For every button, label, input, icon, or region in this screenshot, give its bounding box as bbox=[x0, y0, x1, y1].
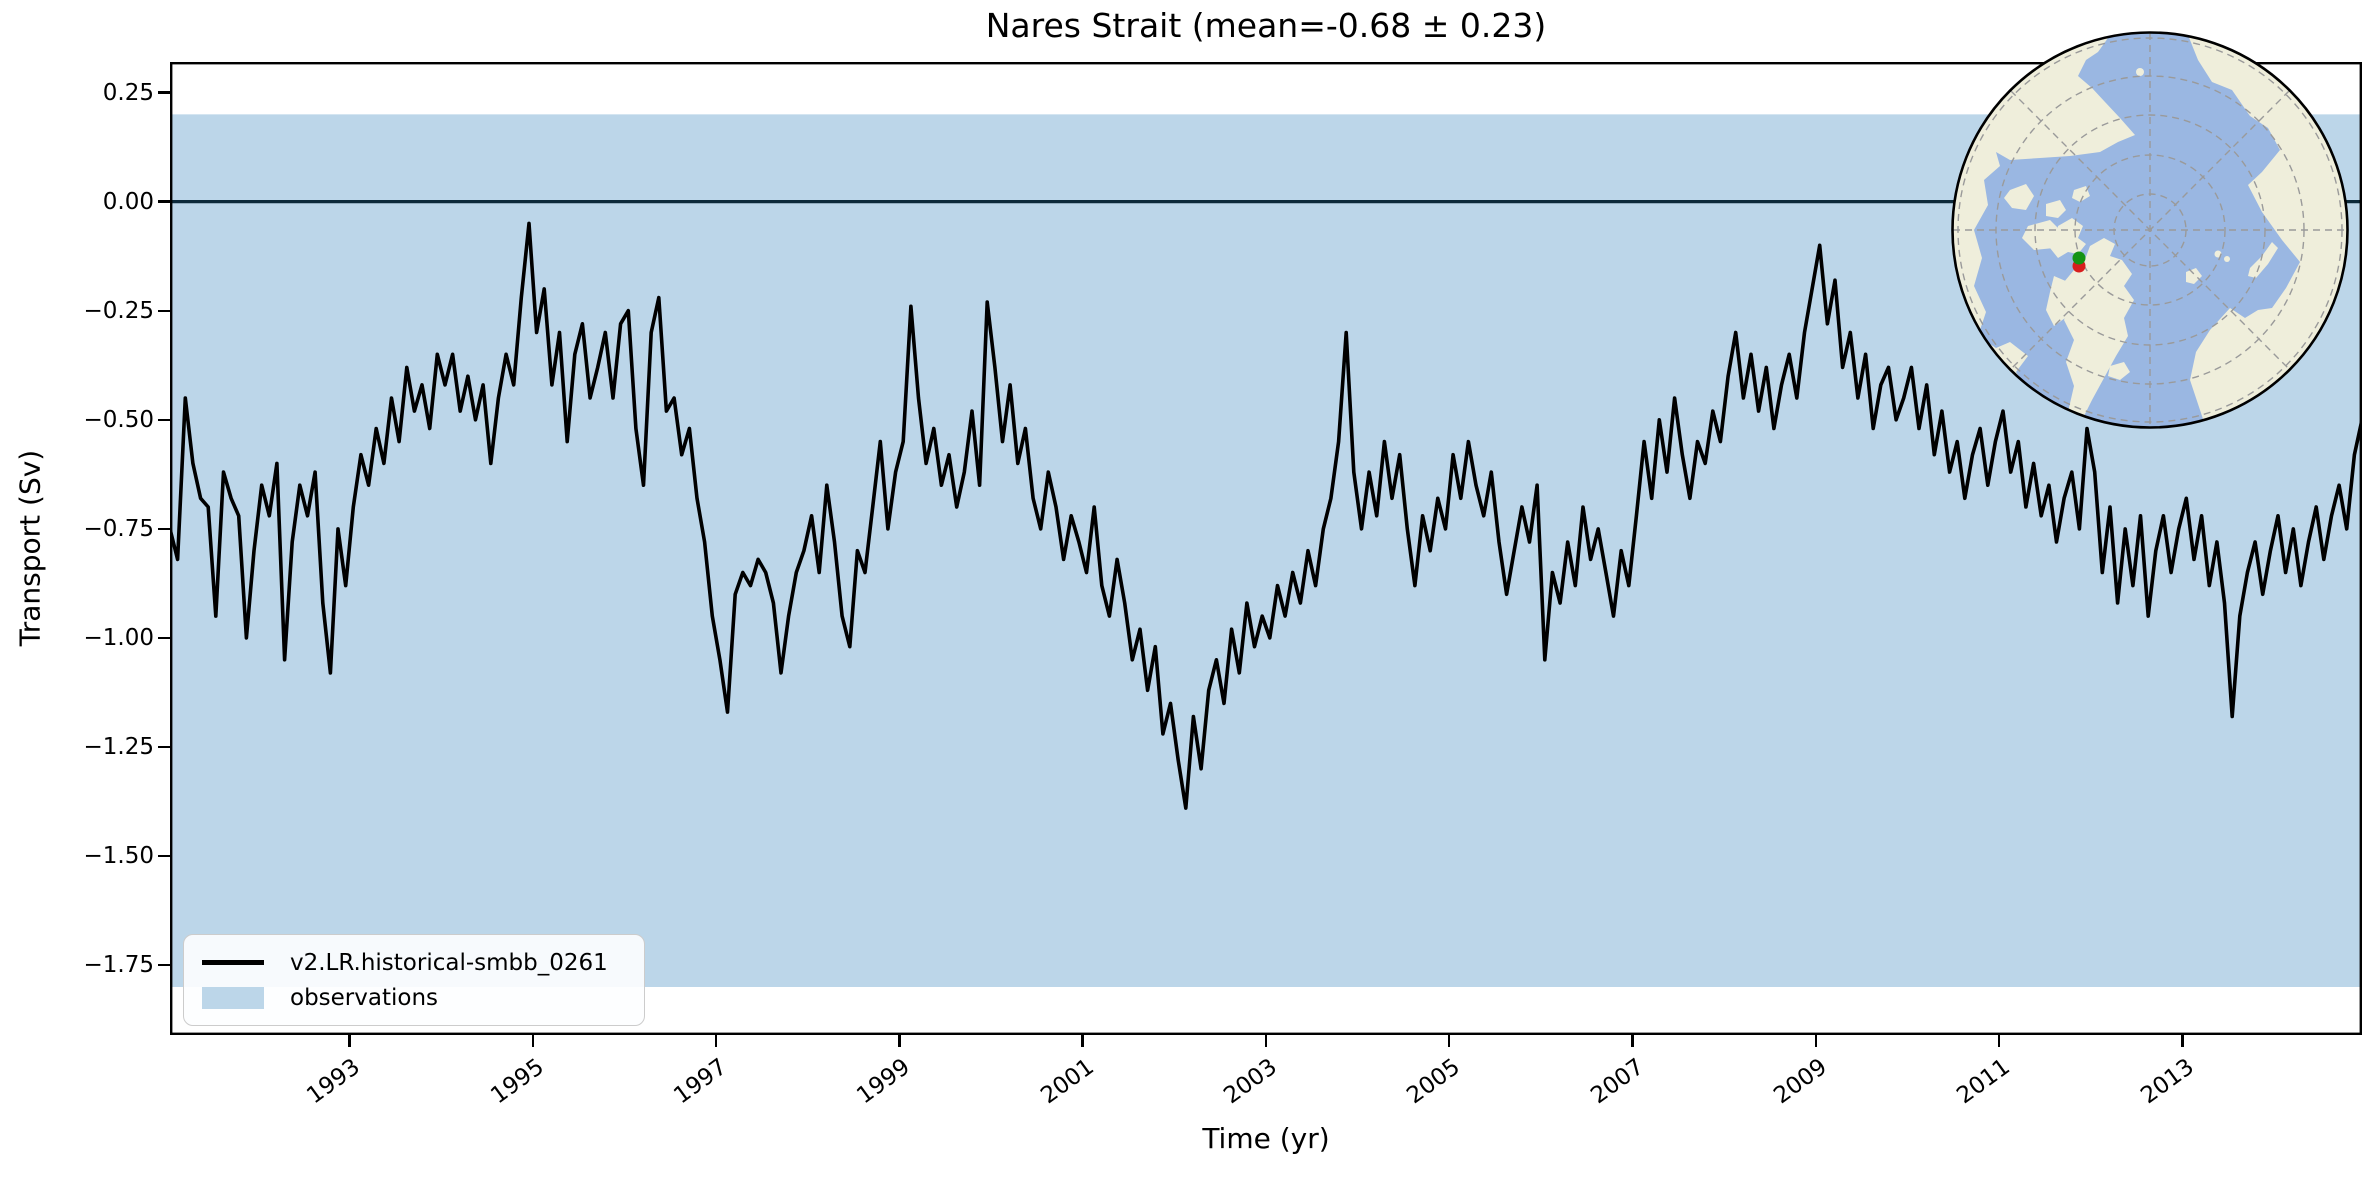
map-land-greenland bbox=[2064, 238, 2134, 420]
legend-item-observations: observations bbox=[202, 980, 626, 1015]
y-tick-mark bbox=[158, 309, 170, 312]
model-series-line bbox=[170, 221, 2362, 810]
map-land-iceland bbox=[2108, 362, 2130, 380]
y-tick-label: −1.50 bbox=[83, 843, 154, 870]
y-tick-mark bbox=[158, 91, 170, 94]
x-axis-label: Time (yr) bbox=[1202, 1122, 1330, 1155]
x-tick-mark bbox=[1081, 1035, 1084, 1047]
map-land-devon-island bbox=[2046, 200, 2066, 218]
map-border-circle bbox=[1951, 31, 2349, 429]
y-axis-label: Transport (Sv) bbox=[13, 449, 47, 647]
y-tick-label: −1.25 bbox=[83, 734, 154, 761]
map-land-baffin-island bbox=[2046, 276, 2076, 326]
map-land-wrangel bbox=[2136, 68, 2144, 76]
x-tick-mark bbox=[531, 1035, 534, 1047]
observations-patch-swatch bbox=[202, 986, 264, 1009]
y-tick-mark bbox=[158, 418, 170, 421]
map-graticule bbox=[1953, 33, 2347, 427]
x-tick-mark bbox=[898, 1035, 901, 1047]
map-land-franz-josef-2 bbox=[2224, 256, 2230, 262]
x-tick-label: 1993 bbox=[302, 1053, 366, 1110]
x-tick-mark bbox=[1814, 1035, 1818, 1047]
legend-observations-label: observations bbox=[290, 984, 439, 1011]
map-land-victoria-island bbox=[2022, 220, 2062, 250]
axes-spines bbox=[170, 62, 2362, 1035]
model-location-marker bbox=[2072, 251, 2086, 265]
x-tick-mark bbox=[1998, 1035, 2001, 1047]
x-tick-mark bbox=[1631, 1035, 1634, 1047]
x-tick-mark bbox=[1264, 1035, 1268, 1047]
y-tick-label: −0.50 bbox=[83, 406, 154, 433]
arctic-map bbox=[1951, 31, 2349, 429]
y-tick-mark bbox=[158, 200, 170, 203]
map-land-north-america bbox=[1952, 32, 2135, 426]
x-tick-mark bbox=[2181, 1035, 2184, 1047]
y-tick-mark bbox=[158, 636, 170, 640]
chart-title: Nares Strait (mean=-0.68 ± 0.23) bbox=[985, 6, 1547, 45]
y-tick-label: −1.75 bbox=[83, 952, 154, 979]
y-tick-mark bbox=[158, 854, 170, 858]
legend-model-label: v2.LR.historical-smbb_0261 bbox=[290, 949, 608, 976]
y-tick-label: −0.25 bbox=[83, 297, 154, 324]
y-tick-label: −0.75 bbox=[83, 515, 154, 542]
x-tick-mark bbox=[1448, 1035, 1451, 1047]
inset-map bbox=[1950, 30, 2350, 430]
y-tick-mark bbox=[158, 527, 170, 531]
legend: v2.LR.historical-smbb_0261 observations bbox=[183, 934, 645, 1026]
map-land-island-small-1 bbox=[2072, 186, 2090, 202]
y-tick-label: 0.00 bbox=[102, 188, 154, 215]
map-land-svalbard bbox=[2186, 268, 2202, 284]
y-tick-mark bbox=[158, 963, 170, 967]
legend-item-model: v2.LR.historical-smbb_0261 bbox=[202, 945, 626, 980]
model-line-swatch bbox=[202, 960, 264, 965]
y-tick-label: −1.00 bbox=[83, 624, 154, 651]
y-tick-label: 0.25 bbox=[102, 79, 154, 106]
x-tick-mark bbox=[714, 1035, 718, 1047]
x-tick-mark bbox=[348, 1035, 351, 1047]
map-land-novaya-zemlya bbox=[2248, 242, 2278, 278]
y-tick-mark bbox=[158, 745, 170, 749]
map-land-banks-island bbox=[2004, 184, 2034, 210]
